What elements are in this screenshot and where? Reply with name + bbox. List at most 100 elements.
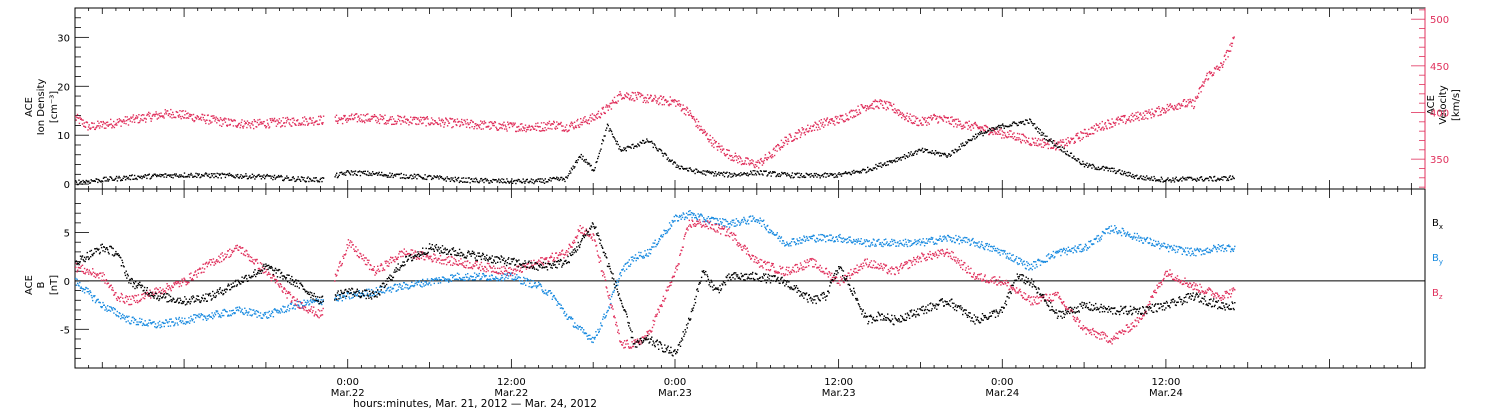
velocity-point <box>784 143 785 144</box>
velocity-point <box>459 126 460 127</box>
density-point <box>149 174 150 175</box>
by-point <box>648 252 649 253</box>
velocity-point <box>655 96 656 97</box>
velocity-point <box>293 118 294 119</box>
velocity-point <box>136 118 137 119</box>
density-point <box>1060 149 1061 150</box>
by-point <box>148 322 149 323</box>
by-point <box>895 242 896 243</box>
velocity-point <box>941 117 942 118</box>
velocity-point <box>581 124 582 125</box>
by-point <box>665 233 666 234</box>
velocity-point <box>729 150 730 151</box>
density-point <box>676 167 677 168</box>
velocity-point <box>848 119 849 120</box>
density-point <box>528 182 529 183</box>
velocity-point <box>1035 138 1036 139</box>
velocity-point <box>620 93 621 94</box>
by-point <box>231 315 232 316</box>
by-point <box>424 281 425 282</box>
density-point <box>349 173 350 174</box>
density-point <box>586 162 587 163</box>
velocity-point <box>398 119 399 120</box>
by-point <box>866 239 867 240</box>
velocity-point <box>1178 103 1179 104</box>
velocity-point <box>1221 63 1222 64</box>
by-point <box>625 263 626 264</box>
velocity-point <box>169 113 170 114</box>
by-point <box>921 241 922 242</box>
velocity-point <box>1038 138 1039 139</box>
velocity-point <box>474 126 475 127</box>
density-point <box>632 144 633 145</box>
density-point <box>511 178 512 179</box>
by-point <box>115 309 116 310</box>
velocity-point <box>518 126 519 127</box>
by-point <box>846 239 847 240</box>
density-point <box>1153 180 1154 181</box>
by-point <box>773 232 774 233</box>
by-point <box>246 312 247 313</box>
velocity-point <box>205 123 206 124</box>
by-point <box>268 317 269 318</box>
by-point <box>702 215 703 216</box>
velocity-point <box>138 122 139 123</box>
velocity-point <box>955 123 956 124</box>
by-point <box>388 287 389 288</box>
by-point <box>269 311 270 312</box>
density-point <box>625 148 626 149</box>
velocity-point <box>1143 112 1144 113</box>
velocity-point <box>1170 103 1171 104</box>
velocity-point <box>1172 105 1173 106</box>
density-point <box>348 170 349 171</box>
by-point <box>133 322 134 323</box>
velocity-point <box>572 123 573 124</box>
by-point <box>580 326 581 327</box>
velocity-point <box>341 118 342 119</box>
velocity-point <box>194 120 195 121</box>
by-point <box>83 289 84 290</box>
by-point <box>689 214 690 215</box>
velocity-point <box>383 118 384 119</box>
velocity-point <box>727 154 728 155</box>
density-point <box>704 170 705 171</box>
velocity-point <box>903 116 904 117</box>
density-point <box>308 181 309 182</box>
velocity-point <box>509 127 510 128</box>
velocity-point <box>1226 52 1227 53</box>
by-point <box>222 310 223 311</box>
velocity-point <box>1135 112 1136 113</box>
velocity-point <box>608 105 609 106</box>
velocity-point <box>132 121 133 122</box>
density-point <box>414 174 415 175</box>
velocity-point <box>535 126 536 127</box>
density-point <box>213 177 214 178</box>
velocity-point <box>540 131 541 132</box>
velocity-point <box>419 121 420 122</box>
by-point <box>416 282 417 283</box>
by-point <box>516 274 517 275</box>
velocity-point <box>371 116 372 117</box>
velocity-point <box>1139 114 1140 115</box>
by-point <box>374 294 375 295</box>
by-point <box>739 225 740 226</box>
velocity-point <box>141 119 142 120</box>
velocity-point <box>956 126 957 127</box>
velocity-point <box>673 100 674 101</box>
by-point <box>541 286 542 287</box>
velocity-point <box>871 105 872 106</box>
velocity-point <box>570 123 571 124</box>
velocity-point <box>591 117 592 118</box>
density-point <box>469 182 470 183</box>
velocity-point <box>901 117 902 118</box>
velocity-point <box>493 123 494 124</box>
density-point <box>1108 170 1109 171</box>
velocity-point <box>212 115 213 116</box>
by-point <box>179 317 180 318</box>
by-point <box>646 253 647 254</box>
velocity-point <box>702 130 703 131</box>
velocity-point <box>370 119 371 120</box>
density-point <box>841 175 842 176</box>
by-point <box>936 243 937 244</box>
density-point <box>272 179 273 180</box>
